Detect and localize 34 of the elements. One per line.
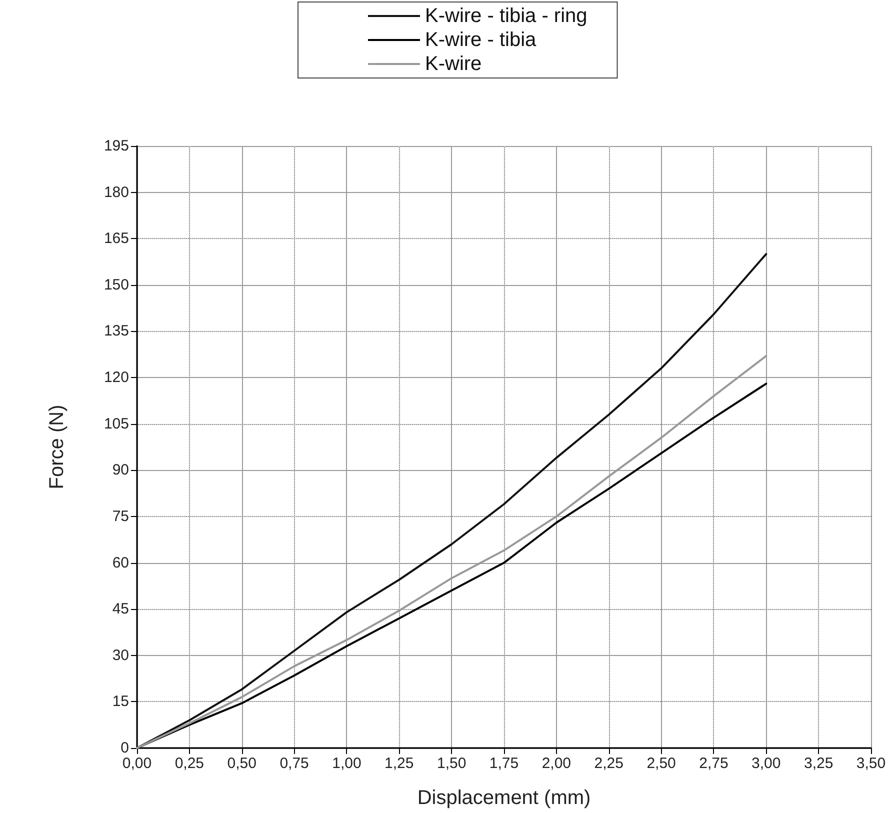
x-tick-label: 2,50 bbox=[646, 755, 676, 772]
x-tick-label: 1,50 bbox=[436, 755, 466, 772]
x-tick-label: 3,50 bbox=[856, 755, 886, 772]
x-tick-label: 3,25 bbox=[804, 755, 834, 772]
x-tick-label: 0,00 bbox=[122, 755, 152, 772]
y-tick-label: 15 bbox=[112, 693, 129, 710]
y-tick-label: 165 bbox=[104, 230, 129, 248]
legend-label: K-wire bbox=[425, 53, 482, 75]
legend-label: K-wire - tibia bbox=[425, 29, 538, 51]
x-tick-label: 0,50 bbox=[227, 755, 256, 772]
x-tick-label: 1,25 bbox=[384, 755, 414, 772]
y-tick-label: 105 bbox=[104, 415, 129, 432]
x-tick-label: 2,00 bbox=[542, 755, 572, 772]
legend-label: K-wire - tibia - ring bbox=[425, 5, 588, 27]
y-tick-label: 45 bbox=[112, 600, 129, 618]
y-tick-label: 135 bbox=[104, 322, 129, 340]
y-tick-label: 75 bbox=[112, 508, 129, 525]
y-tick-label: 30 bbox=[112, 646, 129, 664]
x-tick-label: 2,75 bbox=[699, 755, 728, 772]
x-tick-label: 1,00 bbox=[332, 755, 362, 772]
x-axis-title: Displacement (mm) bbox=[417, 787, 591, 809]
y-tick-label: 180 bbox=[104, 184, 129, 201]
x-tick-label: 2,25 bbox=[594, 755, 624, 772]
y-tick-label: 60 bbox=[112, 554, 129, 572]
x-tick-label: 0,75 bbox=[280, 755, 309, 772]
y-tick-label: 0 bbox=[120, 740, 129, 756]
x-tick-label: 3,00 bbox=[752, 755, 781, 772]
x-tick-label: 0,25 bbox=[174, 755, 204, 772]
y-tick-label: 150 bbox=[104, 276, 129, 294]
x-tick-label: 1,75 bbox=[489, 755, 519, 772]
y-axis-title: Force (N) bbox=[46, 404, 68, 490]
y-tick-label: 120 bbox=[104, 369, 129, 386]
y-tick-label: 195 bbox=[104, 138, 129, 154]
y-tick-label: 90 bbox=[112, 462, 129, 479]
